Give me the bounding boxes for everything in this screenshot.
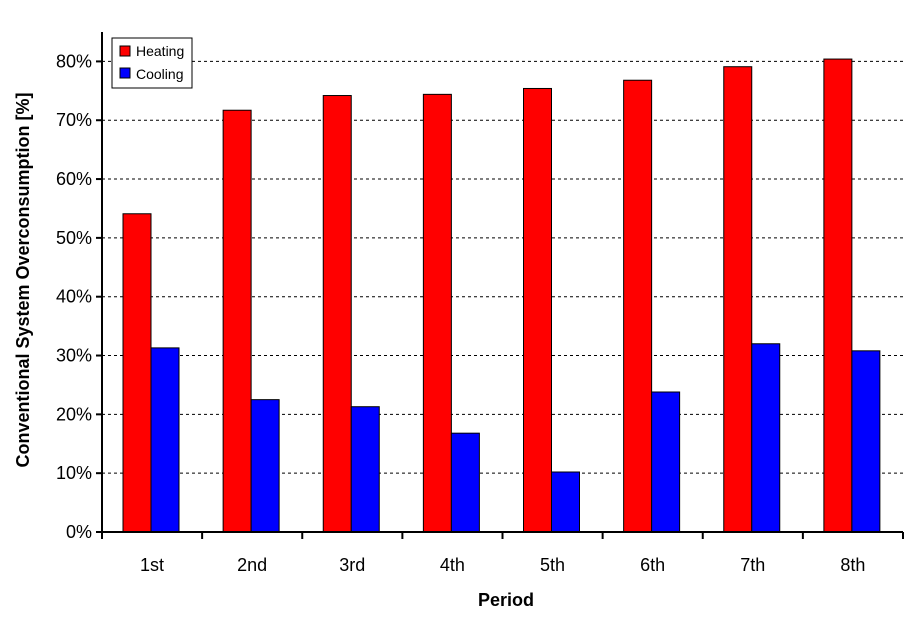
gridlines: [102, 60, 903, 474]
legend-label-cooling: Cooling: [136, 66, 183, 82]
bar-cooling-4th: [450, 432, 480, 533]
bar-cooling-7th: [751, 343, 781, 533]
x-tick-label: 2nd: [237, 555, 267, 575]
x-tick-label: 4th: [440, 555, 465, 575]
bar-heating-4th: [422, 93, 452, 533]
bar-heating-8th: [823, 58, 853, 533]
bar-cooling-1st: [150, 347, 180, 533]
bar-cooling-8th: [851, 350, 881, 533]
y-tick-label: 20%: [56, 404, 92, 424]
bar-heating-1st: [122, 213, 152, 533]
x-tick-label: 6th: [640, 555, 665, 575]
y-axis-title: Conventional System Overconsumption [%]: [13, 92, 33, 467]
y-tick-label: 80%: [56, 51, 92, 71]
y-tick-label: 40%: [56, 287, 92, 307]
x-tick-labels: 1st 2nd 3rd 4th 5th 6th 7th 8th: [140, 555, 865, 575]
y-tick-label: 30%: [56, 346, 92, 366]
y-tick-label: 70%: [56, 110, 92, 130]
bars: [122, 58, 881, 533]
y-tick-label: 60%: [56, 169, 92, 189]
bar-heating-6th: [623, 79, 653, 533]
legend-swatch-cooling: [119, 67, 131, 79]
y-tick-label: 50%: [56, 228, 92, 248]
x-tick-label: 1st: [140, 555, 164, 575]
bar-cooling-2nd: [250, 399, 280, 533]
y-tick-label: 0%: [66, 522, 92, 542]
bar-cooling-6th: [651, 391, 681, 533]
legend-label-heating: Heating: [136, 43, 184, 59]
y-tick-labels: 0% 10% 20% 30% 40% 50% 60% 70% 80%: [56, 51, 92, 542]
bar-heating-5th: [523, 87, 552, 533]
y-tick-label: 10%: [56, 463, 92, 483]
bar-heating-2nd: [222, 109, 252, 533]
axes: [96, 32, 904, 539]
x-tick-label: 7th: [740, 555, 765, 575]
x-tick-label: 5th: [540, 555, 565, 575]
legend-swatch-heating: [119, 45, 131, 57]
x-axis-title: Period: [478, 590, 534, 610]
bar-heating-3rd: [322, 95, 352, 533]
x-tick-label: 8th: [840, 555, 865, 575]
legend: Heating Cooling: [111, 37, 193, 89]
bar-heating-7th: [723, 66, 753, 533]
bar-cooling-3rd: [350, 406, 380, 533]
bar-cooling-5th: [551, 471, 580, 533]
x-tick-label: 3rd: [339, 555, 365, 575]
